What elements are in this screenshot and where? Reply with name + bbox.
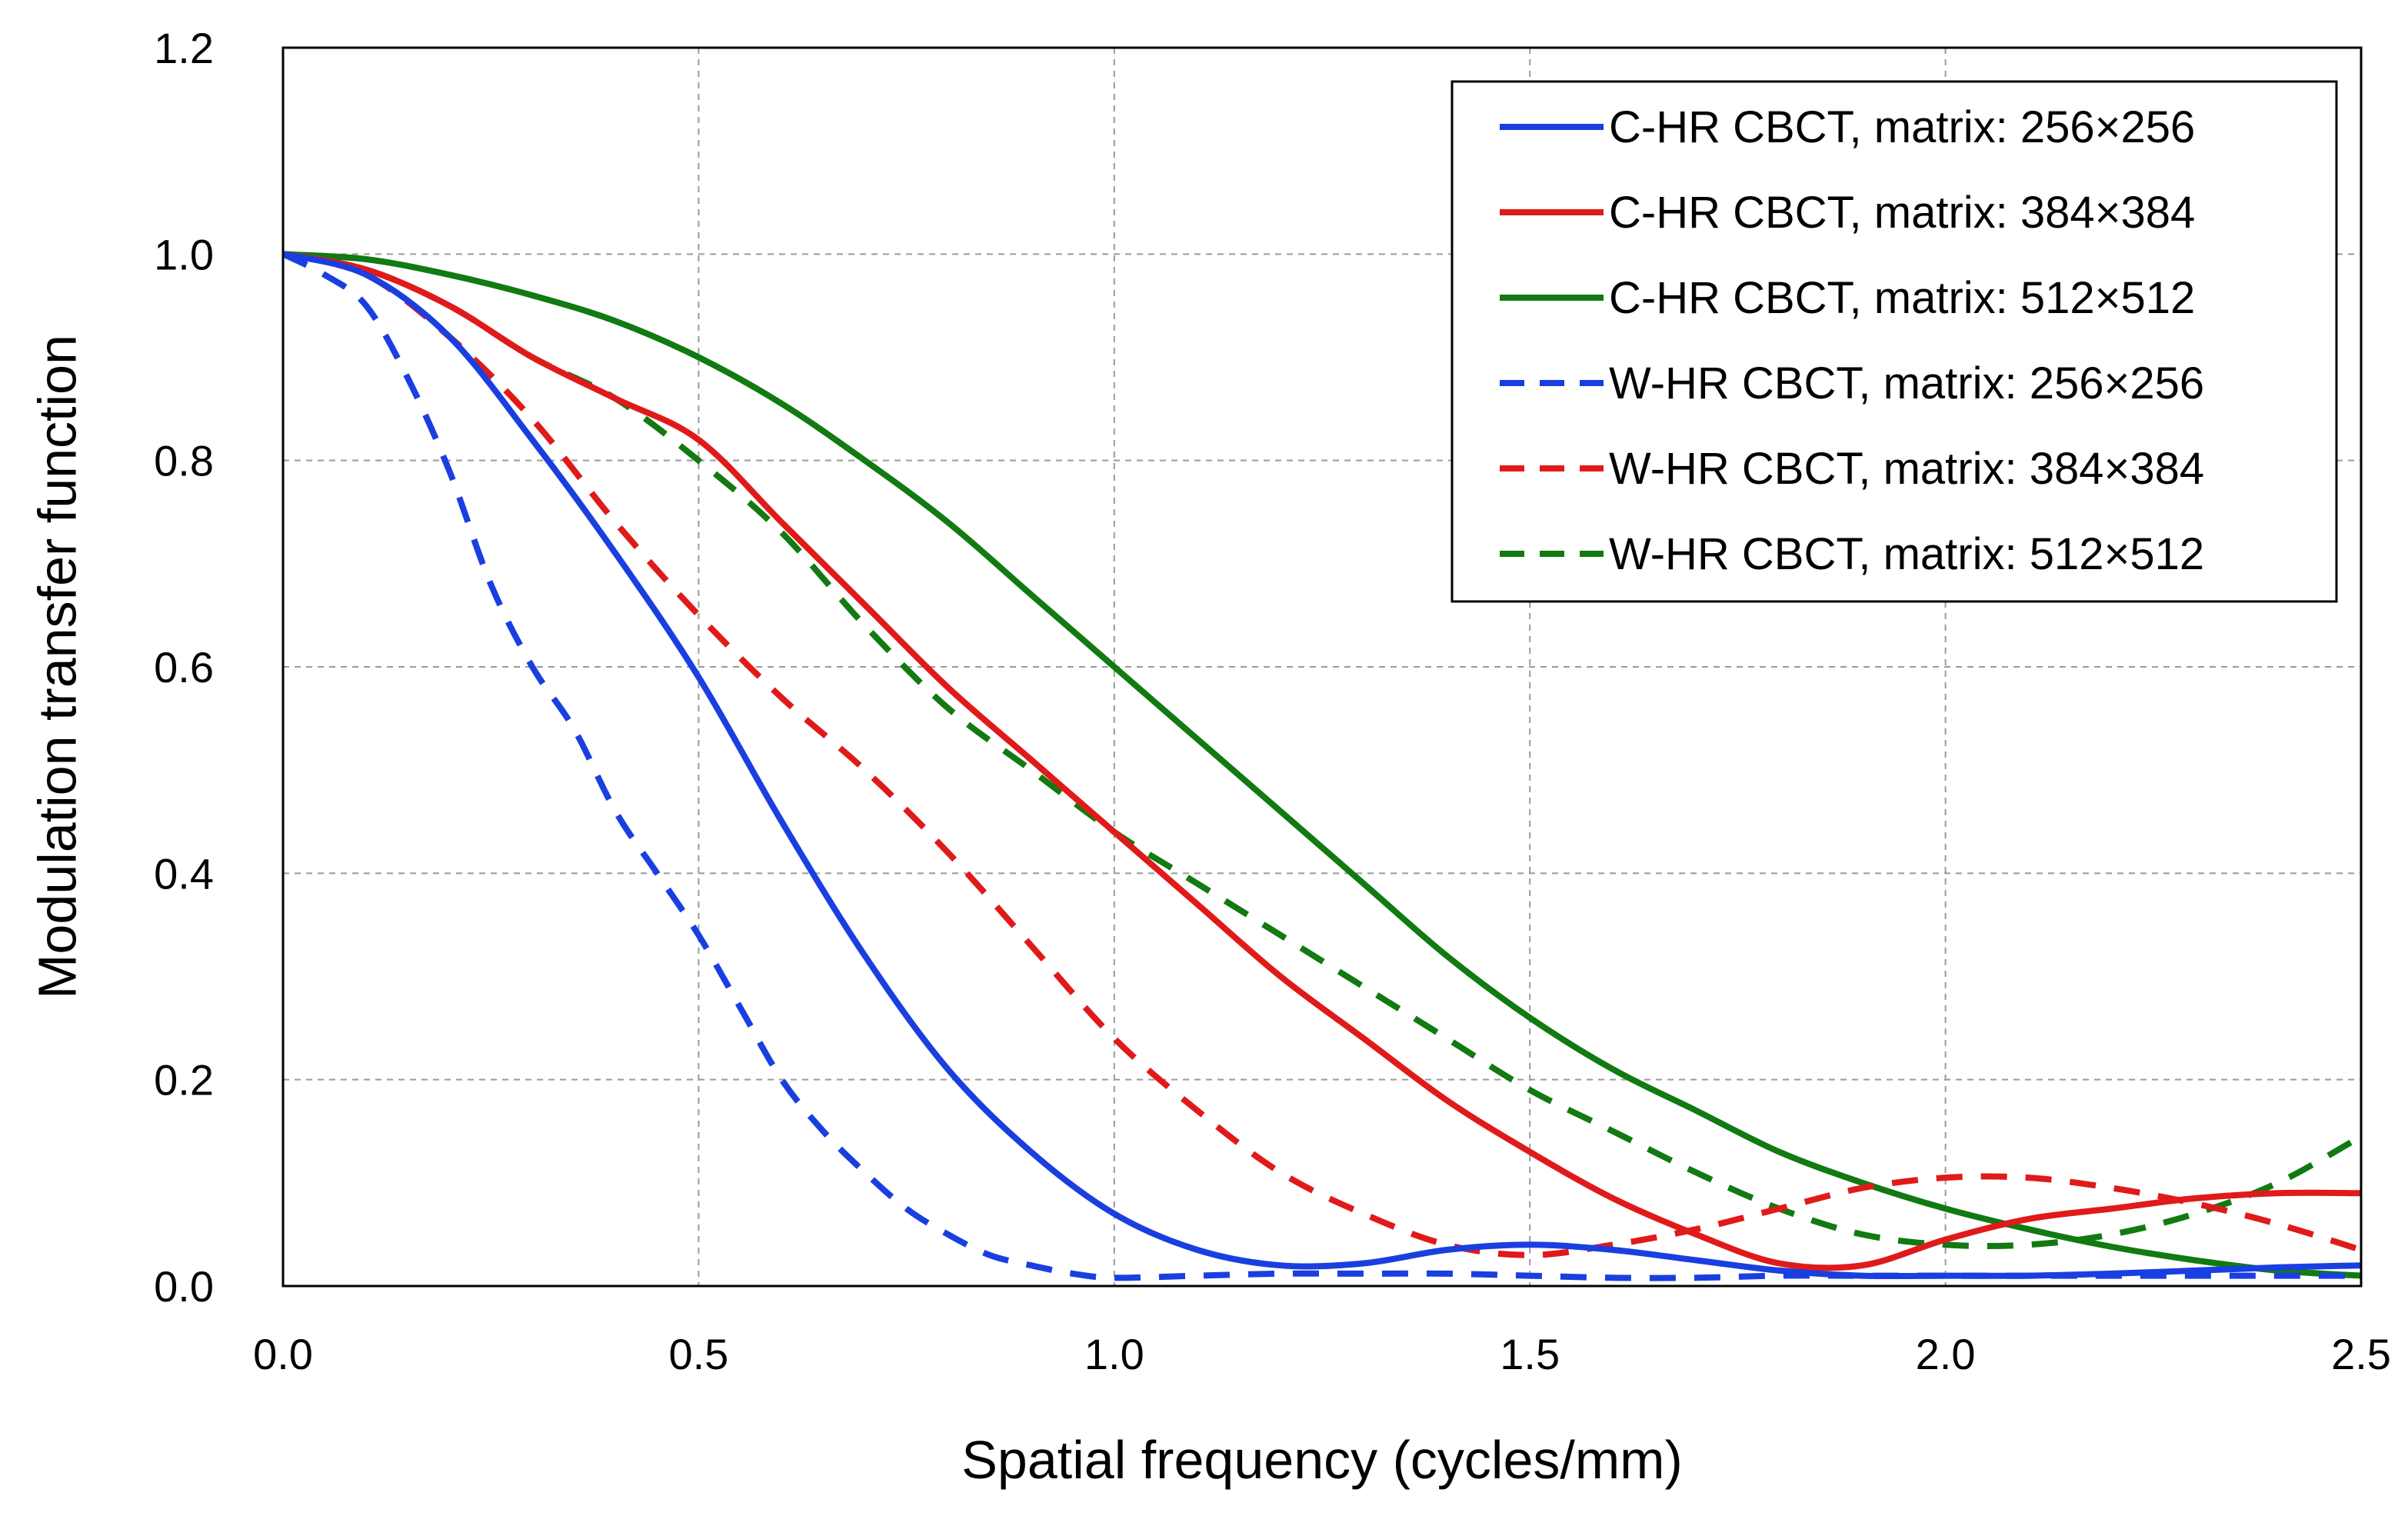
- legend-label-1: C-HR CBCT, matrix: 256×256: [1609, 102, 2195, 152]
- x-tick-label: 2.5: [2331, 1330, 2391, 1378]
- legend-label-3: C-HR CBCT, matrix: 512×512: [1609, 273, 2195, 323]
- y-tick-label: 1.0: [154, 230, 214, 278]
- series-line-1: [282, 251, 2362, 1280]
- series-line-5: [282, 251, 2363, 1258]
- y-tick-label: 0.8: [154, 437, 214, 485]
- plot-area-frame: [281, 46, 2363, 1288]
- y-tick-label: 1.2: [154, 24, 214, 72]
- series-lines: [281, 251, 2363, 1281]
- series-line-4: [281, 251, 2361, 1281]
- x-tick-label: 0.5: [668, 1330, 728, 1378]
- y-tick-label: 0.0: [154, 1262, 214, 1311]
- y-tick-label: 0.2: [154, 1056, 214, 1105]
- series-line-2: [282, 251, 2362, 1271]
- legend-label-6: W-HR CBCT, matrix: 512×512: [1609, 529, 2204, 579]
- x-tick-label: 0.0: [253, 1330, 313, 1378]
- x-tick-label: 1.5: [1500, 1330, 1560, 1378]
- legend-label-4: W-HR CBCT, matrix: 256×256: [1609, 358, 2204, 408]
- legend-label-5: W-HR CBCT, matrix: 384×384: [1609, 444, 2204, 494]
- legend-items: C-HR CBCT, matrix: 256×256 C-HR CBCT, mat…: [1500, 102, 2204, 579]
- tick-labels: 0.0 0.5 1.0 1.5 2.0 2.5 0.0 0.2 0.4 0.6 0.8 1.0 1.2: [154, 24, 2391, 1378]
- x-tick-label: 1.0: [1084, 1330, 1144, 1378]
- x-axis-title: Spatial frequency (cycles/mm): [961, 1430, 1683, 1490]
- y-tick-label: 0.4: [154, 849, 214, 898]
- y-axis-title: Modulation transfer function: [27, 335, 87, 999]
- x-tick-label: 2.0: [1916, 1330, 1976, 1378]
- y-tick-label: 0.6: [154, 643, 214, 691]
- legend-label-2: C-HR CBCT, matrix: 384×384: [1609, 188, 2195, 238]
- legend: C-HR CBCT, matrix: 256×256 C-HR CBCT, mat…: [1450, 80, 2338, 603]
- legend-box: [1450, 80, 2338, 603]
- grid: [283, 48, 2361, 1286]
